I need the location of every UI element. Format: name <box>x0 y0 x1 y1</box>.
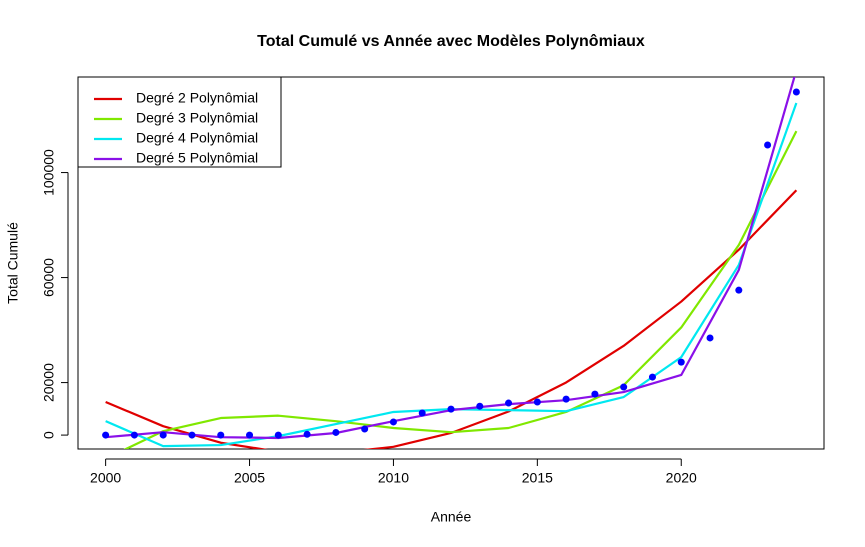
data-point <box>764 141 772 149</box>
x-tick-label: 2000 <box>90 470 121 486</box>
fit-line <box>123 130 798 449</box>
y-tick-label: 0 <box>41 431 57 439</box>
x-tick-label: 2020 <box>666 470 697 486</box>
y-tick-label: 60000 <box>41 258 57 297</box>
legend-box <box>77 76 282 168</box>
data-point <box>620 383 628 391</box>
data-point <box>792 88 800 96</box>
data-point <box>130 431 138 439</box>
y-tick-label: 100000 <box>41 149 57 196</box>
data-point <box>102 431 110 439</box>
data-point <box>706 334 714 342</box>
legend-label: Degré 4 Polynômial <box>136 130 258 146</box>
fit-line <box>105 189 798 449</box>
x-tick-label: 2015 <box>522 470 553 486</box>
chart-title: Total Cumulé vs Année avec Modèles Polyn… <box>257 33 645 50</box>
data-point <box>217 431 225 439</box>
x-tick-label: 2010 <box>378 470 409 486</box>
plot-frame <box>77 76 825 450</box>
data-point <box>735 286 743 294</box>
y-tick-label: 20000 <box>41 363 57 402</box>
y-axis-title: Total Cumulé <box>5 222 21 304</box>
data-point <box>447 405 455 413</box>
data-point <box>591 390 599 398</box>
data-point <box>648 373 656 381</box>
data-point <box>188 431 196 439</box>
data-point <box>505 399 513 407</box>
legend-label: Degré 5 Polynômial <box>136 150 258 166</box>
data-point <box>389 418 397 426</box>
data-point <box>246 431 254 439</box>
data-point <box>159 431 167 439</box>
data-point <box>274 431 282 439</box>
data-point <box>562 395 570 403</box>
data-point <box>677 358 685 366</box>
x-tick-label: 2005 <box>234 470 265 486</box>
data-point <box>476 402 484 410</box>
data-point <box>303 430 311 438</box>
legend-label: Degré 3 Polynômial <box>136 110 258 126</box>
data-point <box>533 398 541 406</box>
data-point <box>332 428 340 436</box>
plot-area <box>102 77 800 449</box>
data-point <box>418 409 426 417</box>
x-axis-title: Année <box>431 509 472 525</box>
data-point <box>361 425 369 433</box>
legend-label: Degré 2 Polynômial <box>136 90 258 106</box>
